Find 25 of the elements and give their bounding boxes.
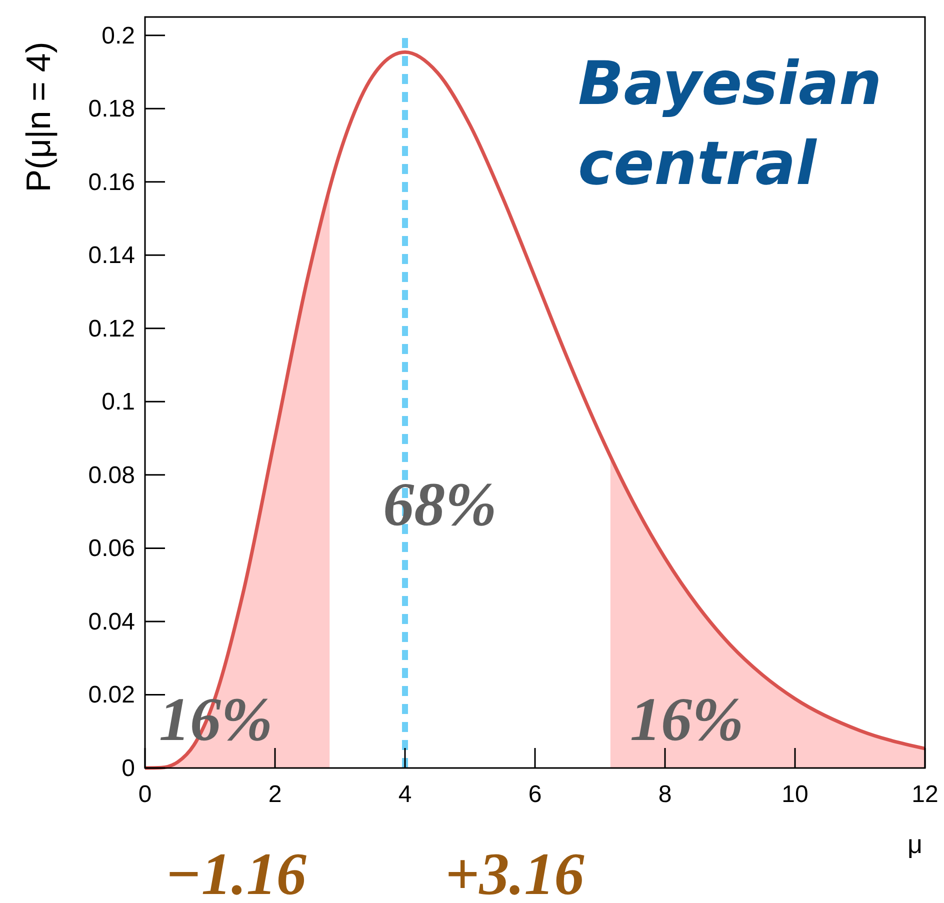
y-tick-label: 0.06: [88, 535, 135, 562]
y-tick-label: 0.12: [88, 315, 135, 342]
x-axis-title: μ: [908, 829, 922, 859]
x-tick-label: 4: [398, 781, 412, 808]
x-tick-label: 6: [528, 781, 542, 808]
x-tick-label: 8: [658, 781, 672, 808]
y-tick-label: 0: [122, 755, 135, 782]
y-tick-label: 0.1: [102, 388, 135, 416]
x-tick-label: 2: [268, 781, 282, 808]
y-tick-label: 0.08: [88, 462, 135, 489]
annotation: 16%: [630, 686, 744, 754]
annotation: 68%: [383, 471, 497, 539]
y-tick-label: 0.04: [88, 608, 135, 636]
text: +3.16: [445, 841, 584, 903]
y-tick-label: 0.2: [102, 22, 135, 50]
y-tick-label: 0.02: [88, 682, 135, 709]
y-axis-title: P(μ|n = 4): [20, 42, 58, 192]
x-tick-label: 10: [782, 781, 808, 808]
annotation: Bayesian central: [578, 49, 882, 199]
text: −1.16: [165, 841, 306, 903]
x-tick-label: 0: [138, 781, 152, 808]
x-tick-label: 12: [912, 781, 938, 808]
y-tick-label: 0.14: [88, 242, 135, 270]
y-tick-label: 0.16: [88, 168, 135, 196]
y-tick-label: 0.18: [88, 96, 135, 123]
